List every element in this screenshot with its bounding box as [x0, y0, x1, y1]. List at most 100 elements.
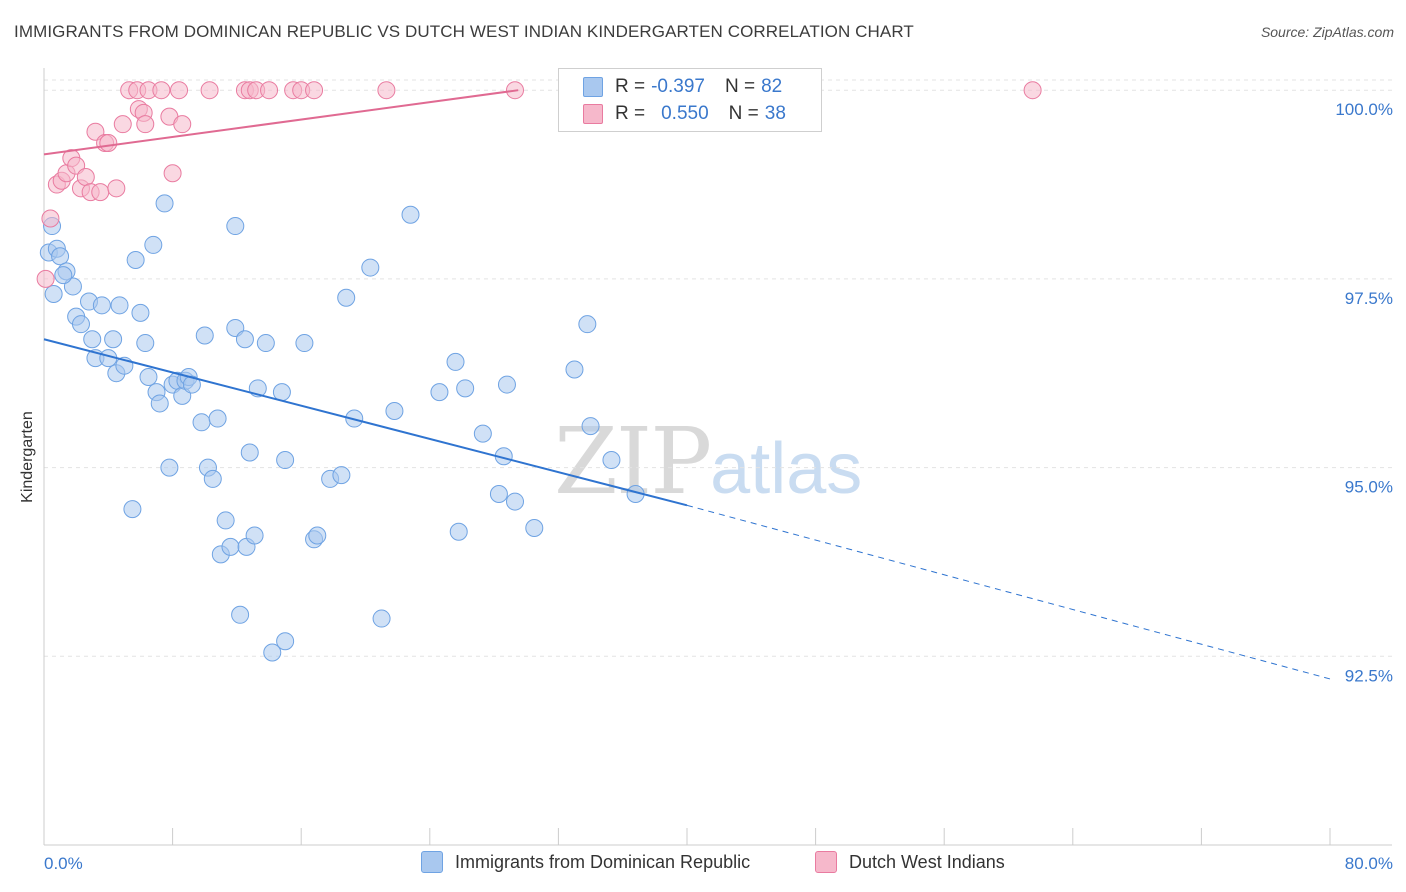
- data-point: [83, 330, 102, 349]
- data-point: [235, 330, 254, 349]
- data-point: [581, 417, 600, 436]
- data-point: [136, 334, 155, 353]
- data-point: [401, 205, 420, 224]
- legend-n-value: 38: [764, 103, 786, 124]
- data-point: [430, 383, 449, 402]
- bottom-legend-label: Immigrants from Dominican Republic: [455, 851, 751, 872]
- legend-row-dominican: R = -0.397 N = 82: [583, 74, 782, 100]
- bottom-legend-dutch: Dutch West Indians: [815, 851, 1005, 873]
- data-point: [150, 394, 169, 413]
- data-point: [144, 235, 163, 254]
- data-point: [51, 247, 70, 266]
- y-tick-label: 97.5%: [1345, 289, 1393, 308]
- data-point: [489, 485, 508, 504]
- data-point: [136, 115, 155, 134]
- data-point: [276, 451, 295, 470]
- data-point: [456, 379, 475, 398]
- data-point: [308, 526, 327, 545]
- data-point: [71, 315, 90, 334]
- data-point: [372, 609, 391, 628]
- data-point: [1023, 81, 1042, 100]
- data-point: [361, 258, 380, 277]
- legend-swatch-pink: [583, 104, 603, 124]
- trend-line-dutch: [43, 89, 519, 156]
- trend-line-dominican-extension: [686, 504, 1331, 680]
- data-point: [126, 251, 145, 270]
- tick-labels: 92.5% 95.0% 97.5% 100.0% 0.0% 80.0%: [44, 100, 1393, 873]
- data-point: [602, 451, 621, 470]
- data-point: [139, 368, 158, 387]
- data-point: [104, 330, 123, 349]
- data-point: [332, 466, 351, 485]
- data-point: [36, 269, 55, 288]
- data-point: [337, 288, 356, 307]
- data-point: [385, 401, 404, 420]
- data-point: [99, 134, 118, 153]
- chart-source: Source: ZipAtlas.com: [1260, 24, 1394, 40]
- legend-n-label: N =: [728, 103, 759, 124]
- legend-r-label: R =: [615, 103, 646, 124]
- chart-title: IMMIGRANTS FROM DOMINICAN REPUBLIC VS DU…: [14, 22, 914, 41]
- data-point: [107, 179, 126, 198]
- data-point: [260, 81, 279, 100]
- trend-lines: [43, 89, 1331, 680]
- data-point: [295, 334, 314, 353]
- correlation-legend: R = -0.397 N = 82 R = 0.550 N = 38: [558, 68, 822, 132]
- data-point: [92, 296, 111, 315]
- data-point: [152, 81, 171, 100]
- data-point: [155, 194, 174, 213]
- data-point: [525, 518, 544, 537]
- y-tick-label: 95.0%: [1345, 478, 1393, 497]
- data-point: [245, 526, 264, 545]
- data-point: [173, 115, 192, 134]
- legend-n-value: 82: [761, 76, 783, 97]
- data-point: [505, 492, 524, 511]
- data-point: [203, 469, 222, 488]
- data-point: [240, 443, 259, 462]
- data-point: [221, 537, 240, 556]
- watermark-atlas: atlas: [710, 429, 863, 509]
- data-point: [497, 375, 516, 394]
- legend-r-value: 0.550: [661, 103, 709, 124]
- axes: [43, 68, 1392, 846]
- data-point: [449, 522, 468, 541]
- data-point: [276, 632, 295, 651]
- data-point: [54, 266, 73, 285]
- grid-lines: [44, 79, 1392, 657]
- data-point: [473, 424, 492, 443]
- legend-r-value: -0.397: [651, 76, 705, 97]
- legend-n-label: N =: [724, 76, 756, 97]
- data-point: [170, 81, 189, 100]
- data-point: [91, 183, 110, 202]
- data-point: [110, 296, 129, 315]
- legend-r-label: R =: [615, 76, 646, 97]
- y-tick-label: 100.0%: [1335, 100, 1393, 119]
- bottom-legend-swatch-blue: [421, 851, 443, 873]
- bottom-legend-label: Dutch West Indians: [849, 851, 1005, 872]
- data-point: [565, 360, 584, 379]
- data-point: [256, 334, 275, 353]
- data-point: [226, 217, 245, 236]
- data-point: [208, 409, 227, 428]
- y-tick-label: 92.5%: [1345, 666, 1393, 685]
- data-point: [113, 115, 132, 134]
- trend-line-dominican: [43, 338, 688, 507]
- legend-swatch-blue: [583, 77, 603, 97]
- data-point: [200, 81, 219, 100]
- data-point: [578, 315, 597, 334]
- data-point: [192, 413, 211, 432]
- data-point: [160, 458, 179, 477]
- data-point: [231, 605, 250, 624]
- data-point: [446, 352, 465, 371]
- data-point: [216, 511, 235, 530]
- data-point: [131, 303, 150, 322]
- data-point: [163, 164, 182, 183]
- bottom-legend-dominican: Immigrants from Dominican Republic: [421, 851, 750, 873]
- x-tick-label: 0.0%: [44, 854, 83, 873]
- series-dutch-west-indians: [36, 81, 1042, 288]
- series-dominican-republic: [39, 194, 645, 662]
- data-point: [195, 326, 214, 345]
- data-point: [377, 81, 396, 100]
- data-point: [76, 167, 95, 186]
